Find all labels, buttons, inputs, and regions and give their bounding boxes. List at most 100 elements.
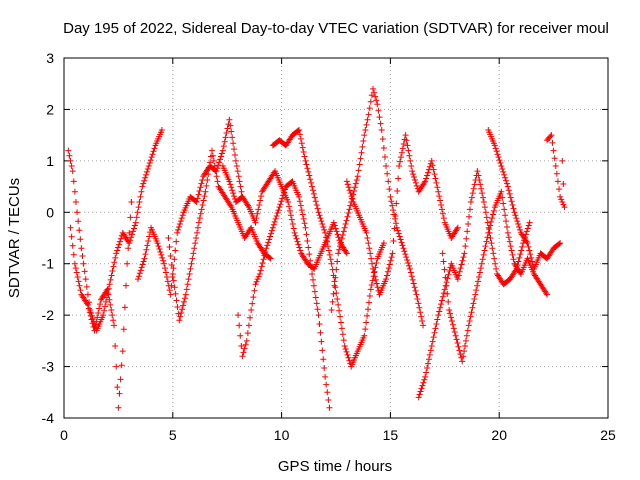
- data-point: [399, 145, 406, 152]
- data-point: [334, 258, 341, 265]
- x-tick-label: 10: [274, 427, 290, 443]
- data-point: [186, 271, 193, 277]
- data-point: [343, 217, 350, 224]
- data-point: [77, 236, 84, 243]
- data-point: [142, 251, 149, 258]
- data-point: [385, 178, 392, 185]
- data-point: [260, 256, 267, 263]
- data-point: [308, 179, 315, 186]
- data-point: [242, 341, 249, 348]
- data-point: [70, 251, 77, 258]
- data-point: [300, 149, 307, 156]
- data-point: [82, 276, 89, 283]
- data-point: [492, 145, 499, 152]
- data-point: [336, 307, 343, 314]
- series-track-9: [343, 132, 461, 298]
- data-point: [449, 321, 456, 328]
- data-point: [178, 215, 185, 222]
- data-point: [263, 245, 270, 252]
- data-point: [84, 300, 91, 307]
- data-point: [269, 224, 276, 231]
- data-point: [515, 258, 522, 265]
- data-point: [169, 271, 176, 277]
- series-track-8: [328, 85, 427, 329]
- data-point: [397, 158, 404, 165]
- data-point: [417, 309, 424, 316]
- data-point: [112, 254, 119, 261]
- data-point: [298, 140, 305, 147]
- data-point: [423, 175, 430, 182]
- data-point: [386, 261, 393, 268]
- data-point: [204, 176, 211, 183]
- data-point: [406, 262, 413, 269]
- data-point: [167, 291, 174, 298]
- data-point: [252, 219, 259, 226]
- data-point: [456, 347, 463, 354]
- data-point: [197, 210, 204, 217]
- data-point: [369, 260, 376, 267]
- data-point: [75, 278, 82, 285]
- series-track-2: [67, 199, 135, 411]
- data-point: [262, 248, 269, 255]
- data-point: [193, 199, 200, 205]
- data-point: [388, 254, 395, 261]
- data-point: [235, 312, 242, 319]
- data-point: [340, 228, 347, 235]
- data-point: [79, 253, 86, 259]
- data-point: [123, 282, 130, 289]
- data-point: [407, 269, 414, 276]
- data-point: [491, 142, 498, 149]
- data-point: [423, 369, 430, 376]
- data-point: [110, 263, 117, 270]
- data-point: [416, 391, 423, 398]
- data-point: [337, 243, 344, 250]
- data-point: [299, 211, 306, 218]
- data-point: [170, 265, 177, 272]
- data-point: [333, 266, 340, 273]
- data-point: [366, 245, 373, 252]
- data-point: [293, 235, 300, 242]
- data-point: [383, 272, 390, 279]
- data-point: [75, 218, 82, 225]
- data-point: [136, 199, 143, 205]
- data-point: [508, 247, 515, 254]
- data-point: [433, 320, 440, 327]
- data-point: [277, 201, 284, 208]
- data-point: [291, 229, 298, 236]
- data-point: [419, 318, 426, 325]
- y-tick-label: 2: [46, 101, 54, 117]
- data-point: [487, 222, 494, 229]
- data-point: [347, 202, 354, 209]
- data-point: [253, 215, 260, 222]
- data-point: [245, 202, 252, 209]
- data-point: [100, 312, 107, 319]
- data-point: [322, 373, 329, 380]
- data-point: [251, 287, 258, 294]
- data-point: [415, 300, 422, 307]
- data-point: [410, 280, 417, 287]
- data-point: [139, 183, 146, 190]
- data-point: [433, 179, 440, 186]
- data-point: [109, 312, 116, 319]
- data-point: [273, 212, 280, 219]
- data-point: [86, 309, 93, 316]
- data-point: [437, 304, 444, 311]
- data-point: [368, 255, 375, 262]
- data-point: [440, 258, 447, 265]
- data-point: [501, 171, 508, 178]
- data-point: [466, 318, 473, 325]
- data-point: [365, 306, 372, 313]
- data-point: [292, 232, 299, 239]
- data-point: [116, 390, 123, 397]
- data-point: [488, 240, 495, 247]
- data-point: [131, 222, 138, 229]
- data-point: [96, 305, 103, 312]
- data-point: [333, 228, 340, 235]
- data-point: [406, 265, 413, 272]
- data-point: [268, 227, 275, 234]
- data-point: [205, 171, 212, 178]
- data-point: [312, 198, 319, 205]
- data-point: [367, 98, 374, 105]
- data-point: [70, 178, 77, 185]
- data-point: [166, 244, 173, 250]
